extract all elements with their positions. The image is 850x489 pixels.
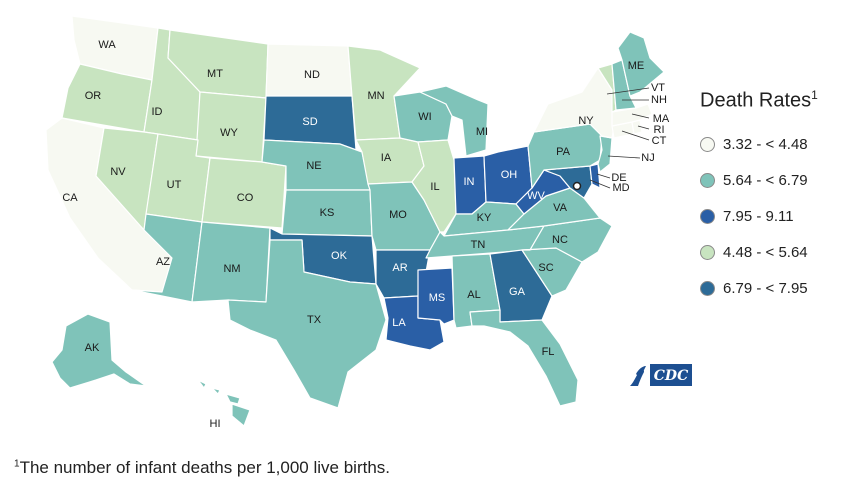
state-label-MN: MN <box>367 90 384 102</box>
state-label-MI: MI <box>476 126 488 138</box>
state-VT <box>597 63 617 113</box>
legend-item-label: 5.64 - < 6.79 <box>723 172 808 190</box>
leader-line-VT <box>606 87 650 95</box>
state-label-WA: WA <box>98 39 116 51</box>
legend-item: 7.95 - 9.11 <box>700 199 845 235</box>
legend-title-superscript: 1 <box>811 88 818 102</box>
state-label-OK: OK <box>331 250 348 262</box>
leader-line-NJ <box>607 155 641 159</box>
legend-item-label: 3.32 - < 4.48 <box>723 136 808 154</box>
legend-item: 3.32 - < 4.48 <box>700 127 845 163</box>
state-label-KY: KY <box>477 212 492 224</box>
state-label-CO: CO <box>237 192 254 204</box>
state-IL <box>411 139 457 233</box>
state-label-TN: TN <box>471 239 486 251</box>
legend-item-label: 7.95 - 9.11 <box>723 208 794 226</box>
state-label-AZ: AZ <box>156 256 170 268</box>
state-label-DE: DE <box>611 172 626 184</box>
legend: Death Rates1 3.32 - < 4.48 5.64 - < 6.79… <box>700 88 845 307</box>
state-label-HI: HI <box>210 418 221 430</box>
state-label-NM: NM <box>223 263 240 275</box>
state-label-SD: SD <box>302 116 317 128</box>
state-label-SC: SC <box>538 262 553 274</box>
state-DE <box>589 163 601 189</box>
legend-item-label: 6.79 - < 7.95 <box>723 280 808 298</box>
leader-line-DE <box>596 173 611 179</box>
legend-swatch <box>700 245 715 261</box>
state-CO <box>201 157 287 229</box>
state-label-NC: NC <box>552 234 568 246</box>
state-FL <box>469 309 579 407</box>
state-NH <box>611 59 637 111</box>
footnote-marker: 1 <box>14 458 20 470</box>
leader-line-MD <box>589 179 611 189</box>
state-label-UT: UT <box>167 179 182 191</box>
state-label-IN: IN <box>464 176 475 188</box>
state-label-TX: TX <box>307 314 322 326</box>
state-label-WY: WY <box>220 127 238 139</box>
state-label-WI: WI <box>418 111 431 123</box>
cdc-logo-badge <box>650 364 692 386</box>
state-label-WV: WV <box>527 190 545 202</box>
state-label-NY: NY <box>578 115 594 127</box>
state-label-AL: AL <box>467 289 480 301</box>
state-label-NV: NV <box>110 166 126 178</box>
state-label-PA: PA <box>556 146 571 158</box>
state-label-MA: MA <box>653 113 670 125</box>
hhs-eagle-icon <box>630 366 646 386</box>
legend-swatch <box>700 281 715 297</box>
legend-swatch <box>700 173 715 189</box>
state-label-NH: NH <box>651 94 667 106</box>
leader-line-CT <box>621 130 650 141</box>
state-label-NE: NE <box>306 160 321 172</box>
state-label-VT: VT <box>651 82 665 94</box>
state-MI <box>419 85 489 157</box>
state-label-MO: MO <box>389 209 407 221</box>
state-label-CT: CT <box>652 135 667 147</box>
state-label-OR: OR <box>85 90 102 102</box>
legend-item-label: 4.48 - < 5.64 <box>723 244 808 262</box>
state-label-AK: AK <box>85 342 100 354</box>
dc-marker <box>572 181 582 191</box>
state-label-VA: VA <box>553 202 568 214</box>
state-HI <box>197 379 251 427</box>
legend-item: 6.79 - < 7.95 <box>700 271 845 307</box>
cdc-logo-text: CDC <box>654 368 688 384</box>
legend-title-text: Death Rates <box>700 89 812 112</box>
state-label-FL: FL <box>542 346 555 358</box>
leader-line-MA <box>631 113 650 119</box>
leader-line-RI <box>637 125 650 130</box>
legend-swatch <box>700 137 715 153</box>
state-ME <box>617 31 665 97</box>
legend-item: 5.64 - < 6.79 <box>700 163 845 199</box>
footnote: 1The number of infant deaths per 1,000 l… <box>14 458 390 478</box>
legend-swatch <box>700 209 715 225</box>
legend-title: Death Rates1 <box>700 88 845 113</box>
state-label-IA: IA <box>381 152 392 164</box>
state-label-OH: OH <box>501 169 518 181</box>
state-AK <box>51 313 147 389</box>
state-label-ND: ND <box>304 69 320 81</box>
state-label-MD: MD <box>612 182 629 194</box>
state-label-MS: MS <box>429 292 446 304</box>
state-label-AR: AR <box>392 262 407 274</box>
state-label-GA: GA <box>509 286 526 298</box>
legend-item: 4.48 - < 5.64 <box>700 235 845 271</box>
state-label-IL: IL <box>430 181 439 193</box>
cdc-logo: CDC <box>630 364 692 386</box>
state-label-CA: CA <box>62 192 78 204</box>
state-label-KS: KS <box>320 207 335 219</box>
state-label-LA: LA <box>392 317 406 329</box>
state-label-MT: MT <box>207 68 223 80</box>
state-label-RI: RI <box>654 124 665 136</box>
state-TX <box>227 239 387 409</box>
state-label-NJ: NJ <box>641 152 654 164</box>
state-label-ID: ID <box>152 106 163 118</box>
footnote-text: The number of infant deaths per 1,000 li… <box>19 458 391 477</box>
state-label-ME: ME <box>628 60 645 72</box>
